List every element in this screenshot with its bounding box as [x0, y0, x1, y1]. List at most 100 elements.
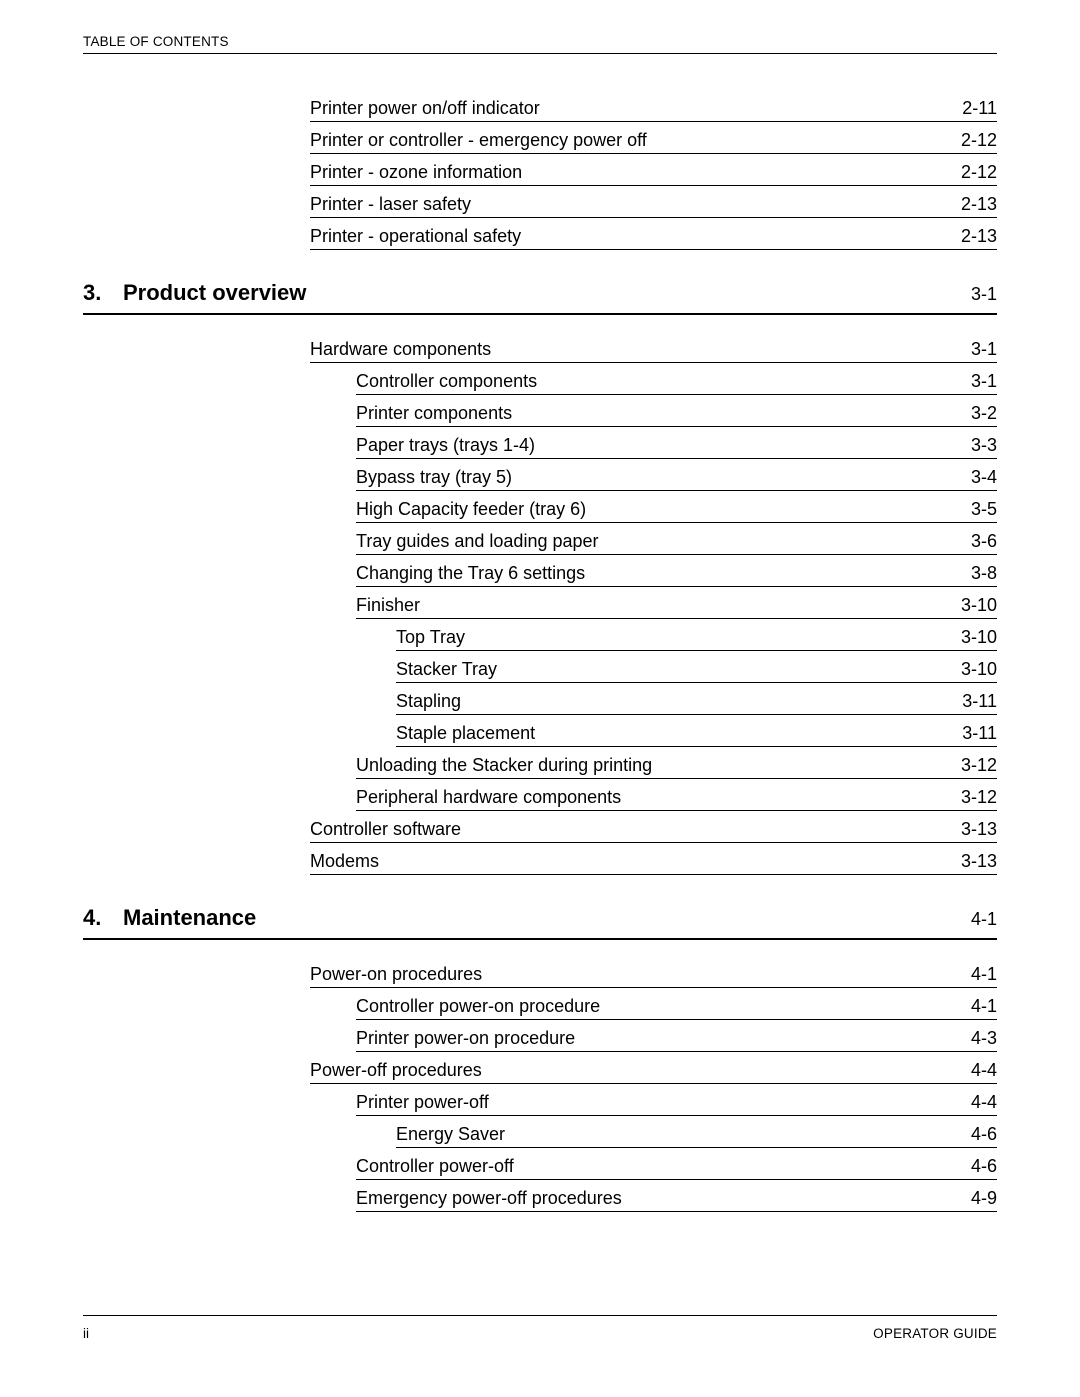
toc-entry-page: 3-10	[961, 628, 997, 650]
toc-entry-page: 4-1	[971, 965, 997, 987]
toc-entry: Controller components 3-1	[356, 363, 997, 395]
toc-entry-label: Printer - operational safety	[310, 227, 521, 249]
toc-entry: Hardware components 3-1	[310, 331, 997, 363]
toc-entry-page: 4-9	[971, 1189, 997, 1211]
toc-entry-page: 4-3	[971, 1029, 997, 1051]
toc-entry-page: 3-13	[961, 852, 997, 874]
toc-entry-label: Paper trays (trays 1-4)	[356, 436, 535, 458]
toc-entry: Bypass tray (tray 5) 3-4	[356, 459, 997, 491]
toc-entry-label: Changing the Tray 6 settings	[356, 564, 585, 586]
toc-entry-page: 2-13	[961, 227, 997, 249]
toc-section-body: Hardware components3-1Controller compone…	[83, 331, 997, 875]
toc-entry: Printer - ozone information 2-12	[310, 154, 997, 186]
toc-entry-label: Printer components	[356, 404, 512, 426]
toc-section-title: Maintenance	[123, 905, 971, 931]
toc-entry-label: High Capacity feeder (tray 6)	[356, 500, 586, 522]
toc-entry-label: Power-on procedures	[310, 965, 482, 987]
toc-entry-page: 3-12	[961, 788, 997, 810]
toc-entry: Controller software3-13	[310, 811, 997, 843]
toc-entry: Printer components 3-2	[356, 395, 997, 427]
toc-section-number: 3.	[83, 280, 123, 306]
toc-entry-label: Unloading the Stacker during printing	[356, 756, 652, 778]
toc-entry: Printer power on/off indicator 2-11	[310, 90, 997, 122]
toc-entry-label: Printer - laser safety	[310, 195, 471, 217]
toc-section-body: Power-on procedures4-1Controller power-o…	[83, 956, 997, 1212]
toc-entry: Stacker Tray 3-10	[396, 651, 997, 683]
toc-entry-page: 3-10	[961, 596, 997, 618]
toc-entry: Printer - laser safety 2-13	[310, 186, 997, 218]
toc-entry-label: Printer power on/off indicator	[310, 99, 540, 121]
footer-page-number: ii	[83, 1326, 89, 1341]
toc-entry: Controller power-off 4-6	[356, 1148, 997, 1180]
toc-entry: Controller power-on procedure 4-1	[356, 988, 997, 1020]
toc-entry: Paper trays (trays 1-4) 3-3	[356, 427, 997, 459]
toc-entry-label: Controller components	[356, 372, 537, 394]
toc-entry-label: Controller software	[310, 820, 461, 842]
toc-entry-page: 2-11	[962, 99, 997, 121]
toc-entry-page: 3-3	[971, 436, 997, 458]
toc-entry: Modems 3-13	[310, 843, 997, 875]
toc-entry-label: Bypass tray (tray 5)	[356, 468, 512, 490]
toc-entry: Tray guides and loading paper3-6	[356, 523, 997, 555]
toc-entry-page: 2-12	[961, 163, 997, 185]
toc-entry-label: Power-off procedures	[310, 1061, 482, 1083]
toc-section-number: 4.	[83, 905, 123, 931]
toc-entry-page: 3-5	[971, 500, 997, 522]
table-of-contents: Printer power on/off indicator2-11Printe…	[83, 90, 997, 1212]
toc-entry: Energy Saver4-6	[396, 1116, 997, 1148]
toc-entry: Unloading the Stacker during printing 3-1…	[356, 747, 997, 779]
toc-entry-label: Printer or controller - emergency power …	[310, 131, 647, 153]
toc-entry: Printer or controller - emergency power …	[310, 122, 997, 154]
toc-entry: Emergency power-off procedures 4-9	[356, 1180, 997, 1212]
toc-entry: Power-on procedures 4-1	[310, 956, 997, 988]
toc-entry-page: 4-6	[971, 1125, 997, 1147]
toc-entry: Finisher 3-10	[356, 587, 997, 619]
toc-entry-label: Top Tray	[396, 628, 465, 650]
toc-entry-page: 3-12	[961, 756, 997, 778]
footer-guide-label: OPERATOR GUIDE	[873, 1326, 997, 1341]
toc-entry-label: Printer power-on procedure	[356, 1029, 575, 1051]
toc-entry-page: 2-13	[961, 195, 997, 217]
toc-entry-label: Controller power-off	[356, 1157, 514, 1179]
toc-entry: Power-off procedures 4-4	[310, 1052, 997, 1084]
toc-entry-page: 4-4	[971, 1093, 997, 1115]
toc-entry-label: Tray guides and loading paper	[356, 532, 599, 554]
toc-entry-page: 3-11	[962, 724, 997, 746]
toc-entry-label: Peripheral hardware components	[356, 788, 621, 810]
toc-entry-page: 4-1	[971, 997, 997, 1019]
toc-entry-label: Stapling	[396, 692, 461, 714]
toc-section-page: 4-1	[971, 909, 997, 930]
toc-section-title: Product overview	[123, 280, 971, 306]
toc-entry: Printer - operational safety 2-13	[310, 218, 997, 250]
toc-entry-page: 3-1	[971, 372, 997, 394]
toc-entry: Changing the Tray 6 settings 3-8	[356, 555, 997, 587]
toc-entry-page: 4-6	[971, 1157, 997, 1179]
toc-section-heading: 4.Maintenance4-1	[83, 905, 997, 940]
toc-entry-label: Printer power-off	[356, 1093, 489, 1115]
page-header: TABLE OF CONTENTS	[83, 34, 997, 54]
toc-entry: High Capacity feeder (tray 6) 3-5	[356, 491, 997, 523]
toc-entry: Staple placement 3-11	[396, 715, 997, 747]
toc-entry: Stapling3-11	[396, 683, 997, 715]
toc-entry-page: 3-2	[971, 404, 997, 426]
toc-entry-label: Modems	[310, 852, 379, 874]
toc-entry-page: 3-1	[971, 340, 997, 362]
toc-entry: Top Tray 3-10	[396, 619, 997, 651]
toc-entry-page: 4-4	[971, 1061, 997, 1083]
toc-entry-label: Staple placement	[396, 724, 535, 746]
toc-entry-page: 3-10	[961, 660, 997, 682]
toc-entry-page: 3-4	[971, 468, 997, 490]
toc-entry-label: Printer - ozone information	[310, 163, 522, 185]
toc-entry-label: Hardware components	[310, 340, 491, 362]
page-footer: ii OPERATOR GUIDE	[83, 1315, 997, 1341]
toc-entry-label: Controller power-on procedure	[356, 997, 600, 1019]
toc-entry: Peripheral hardware components 3-12	[356, 779, 997, 811]
toc-entry-page: 3-8	[971, 564, 997, 586]
toc-section-heading: 3.Product overview3-1	[83, 280, 997, 315]
toc-entry-page: 2-12	[961, 131, 997, 153]
toc-entry-label: Stacker Tray	[396, 660, 497, 682]
toc-entry-label: Emergency power-off procedures	[356, 1189, 622, 1211]
header-title: TABLE OF CONTENTS	[83, 34, 229, 49]
toc-section-page: 3-1	[971, 284, 997, 305]
toc-entry-label: Finisher	[356, 596, 420, 618]
